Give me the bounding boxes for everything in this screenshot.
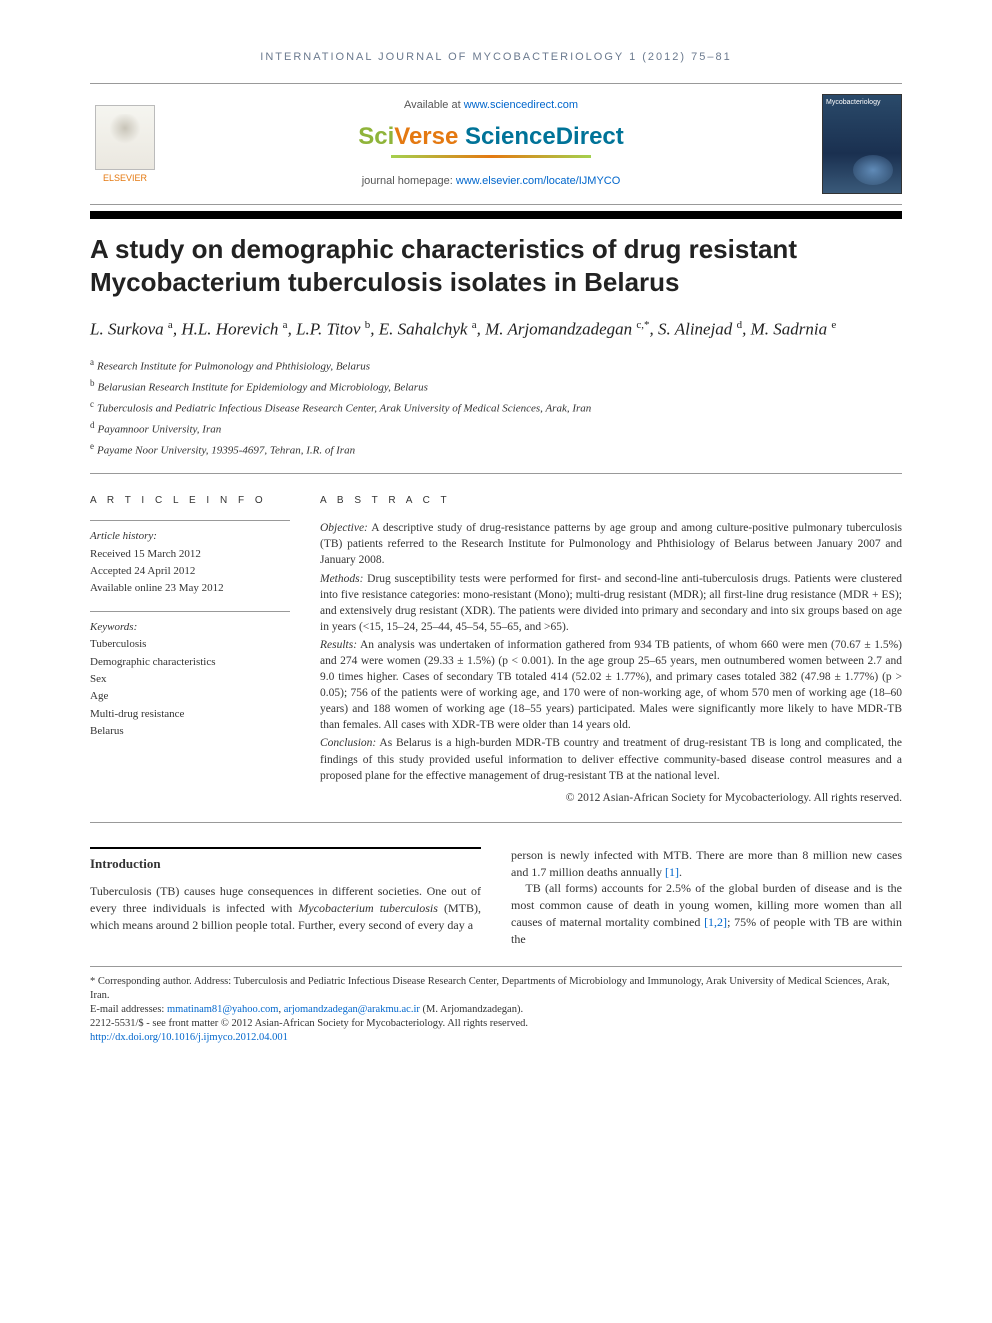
cover-label: Mycobacteriology (826, 99, 880, 106)
email-2[interactable]: arjomandzadegan@arakmu.ac.ir (284, 1004, 420, 1015)
article-title: A study on demographic characteristics o… (90, 233, 902, 298)
journal-homepage-link[interactable]: www.elsevier.com/locate/IJMYCO (456, 175, 620, 187)
emails-author: (M. Arjomandzadegan). (420, 1004, 523, 1015)
sciverse-direct: ScienceDirect (465, 123, 624, 150)
accepted-date: Accepted 24 April 2012 (90, 564, 290, 579)
abstract-heading: A B S T R A C T (320, 494, 902, 508)
intro-p1: Tuberculosis (TB) causes huge consequenc… (90, 883, 481, 933)
affiliation-item: ePayame Noor University, 19395-4697, Teh… (90, 440, 902, 459)
keywords-label: Keywords: (90, 620, 290, 635)
affiliations: aResearch Institute for Pulmonology and … (90, 356, 902, 474)
emails-label: E-mail addresses: (90, 1004, 167, 1015)
keyword-item: Demographic characteristics (90, 655, 290, 670)
introduction-heading: Introduction (90, 847, 481, 873)
keyword-item: Multi-drug resistance (90, 707, 290, 722)
online-date: Available online 23 May 2012 (90, 581, 290, 596)
affiliation-item: aResearch Institute for Pulmonology and … (90, 356, 902, 375)
body-col-right: person is newly infected with MTB. There… (511, 847, 902, 948)
sciverse-underline (391, 155, 591, 158)
received-date: Received 15 March 2012 (90, 547, 290, 562)
sciverse-verse: Verse (394, 123, 465, 150)
objective-label: Objective: (320, 522, 368, 534)
doi-link[interactable]: http://dx.doi.org/10.1016/j.ijmyco.2012.… (90, 1032, 288, 1043)
journal-cover-thumb: Mycobacteriology (822, 94, 902, 194)
author-list: L. Surkova a, H.L. Horevich a, L.P. Tito… (90, 318, 902, 342)
affiliation-item: cTuberculosis and Pediatric Infectious D… (90, 398, 902, 417)
keyword-item: Tuberculosis (90, 637, 290, 652)
history-label: Article history: (90, 529, 290, 544)
article-history: Article history: Received 15 March 2012 … (90, 520, 290, 597)
elsevier-logo: ELSEVIER (90, 94, 160, 184)
email-1[interactable]: mmatinam81@yahoo.com (167, 1004, 278, 1015)
results-text: An analysis was undertaken of informatio… (320, 639, 902, 731)
title-rule (90, 211, 902, 219)
ref-1-2[interactable]: [1,2] (704, 915, 727, 929)
body-columns: Introduction Tuberculosis (TB) causes hu… (90, 847, 902, 948)
intro-p2b: . (679, 865, 682, 879)
corresponding-author: * Corresponding author. Address: Tubercu… (90, 975, 902, 1003)
sciverse-logo: SciVerse ScienceDirect (172, 120, 810, 154)
abstract-column: A B S T R A C T Objective: A descriptive… (320, 494, 902, 808)
journal-citation: INTERNATIONAL JOURNAL OF MYCOBACTERIOLOG… (90, 50, 902, 65)
intro-p3: TB (all forms) accounts for 2.5% of the … (511, 880, 902, 947)
sciverse-sci: Sci (358, 123, 394, 150)
journal-homepage: journal homepage: www.elsevier.com/locat… (172, 174, 810, 189)
affiliation-item: bBelarusian Research Institute for Epide… (90, 377, 902, 396)
methods-text: Drug susceptibility tests were performed… (320, 573, 902, 633)
issn-line: 2212-5531/$ - see front matter © 2012 As… (90, 1017, 902, 1031)
abstract-copyright: © 2012 Asian-African Society for Mycobac… (320, 790, 902, 806)
keyword-item: Sex (90, 672, 290, 687)
homepage-prefix: journal homepage: (362, 175, 456, 187)
body-col-left: Introduction Tuberculosis (TB) causes hu… (90, 847, 481, 948)
available-prefix: Available at (404, 99, 464, 111)
intro-p2: person is newly infected with MTB. There… (511, 847, 902, 881)
article-info-heading: A R T I C L E I N F O (90, 494, 290, 508)
objective-text: A descriptive study of drug-resistance p… (320, 522, 902, 566)
keywords-block: Keywords: Tuberculosis Demographic charac… (90, 611, 290, 740)
conclusion-label: Conclusion: (320, 737, 376, 749)
email-line: E-mail addresses: mmatinam81@yahoo.com, … (90, 1003, 902, 1017)
conclusion-text: As Belarus is a high-burden MDR-TB count… (320, 737, 902, 781)
keyword-item: Belarus (90, 724, 290, 739)
sciencedirect-link[interactable]: www.sciencedirect.com (464, 99, 578, 111)
footnotes: * Corresponding author. Address: Tubercu… (90, 966, 902, 1046)
affiliation-item: dPayamnoor University, Iran (90, 419, 902, 438)
methods-label: Methods: (320, 573, 363, 585)
branding-bar: ELSEVIER Available at www.sciencedirect.… (90, 83, 902, 205)
elsevier-label: ELSEVIER (103, 172, 147, 185)
keyword-item: Age (90, 689, 290, 704)
available-at: Available at www.sciencedirect.com (172, 98, 810, 113)
results-label: Results: (320, 639, 357, 651)
article-info-column: A R T I C L E I N F O Article history: R… (90, 494, 290, 808)
intro-p2a: person is newly infected with MTB. There… (511, 848, 902, 879)
elsevier-tree-icon (95, 105, 155, 170)
ref-1[interactable]: [1] (665, 865, 679, 879)
